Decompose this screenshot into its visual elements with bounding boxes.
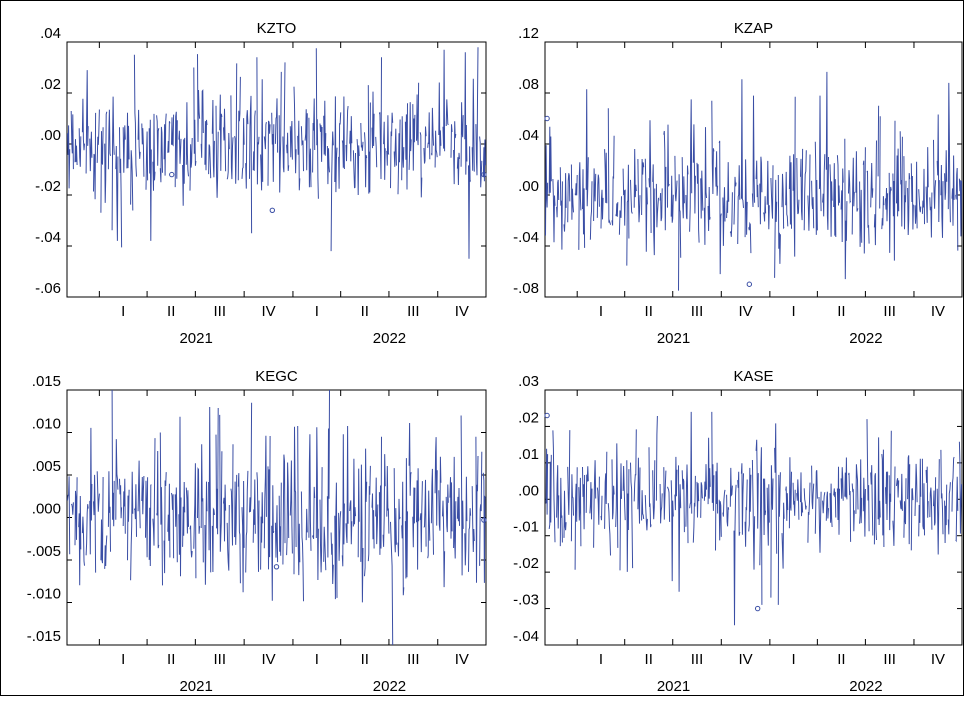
plot-frame (544, 389, 963, 646)
y-tick-label: -.01 (513, 519, 539, 536)
quarter-tick-label: III (213, 651, 226, 668)
quarter-tick-label: II (645, 651, 653, 668)
quarter-tick-label: I (315, 303, 319, 320)
y-tick-label: -.02 (513, 555, 539, 572)
quarter-tick-label: II (361, 651, 369, 668)
isolated-point (481, 171, 487, 178)
plot-frame (544, 41, 963, 298)
quarter-tick-label: IV (261, 303, 275, 320)
chart-title: KEGC (255, 368, 298, 385)
year-label: 2021 (657, 678, 690, 695)
quarter-tick-label: IV (931, 651, 945, 668)
chart-title: KZAP (734, 20, 773, 37)
y-tick-label: .08 (518, 76, 539, 93)
year-label: 2021 (657, 330, 690, 347)
quarter-tick-label: IV (455, 303, 469, 320)
y-tick-label: .12 (518, 25, 539, 42)
plot-frame (66, 41, 487, 298)
quarter-tick-label: II (837, 303, 845, 320)
y-tick-label: .010 (32, 416, 61, 433)
chart-panel-kzto: KZTO.04.02.00-.02-.04-.06I II III IV I II III I… (35, 20, 487, 347)
y-tick-label: -.010 (27, 586, 61, 603)
quarter-tick-label: III (691, 303, 704, 320)
quarter-tick-label: III (883, 651, 896, 668)
quarter-tick-label: I (599, 303, 603, 320)
quarter-tick-label: IV (455, 651, 469, 668)
isolated-point (169, 171, 175, 178)
isolated-point (269, 207, 276, 214)
y-tick-label: -.04 (513, 628, 539, 645)
quarter-tick-label: II (361, 303, 369, 320)
y-tick-label: -.015 (27, 628, 61, 645)
quarter-tick-label: III (213, 303, 226, 320)
y-tick-label: -.04 (35, 229, 61, 246)
quarter-tick-label: I (599, 651, 603, 668)
y-tick-label: .00 (518, 482, 539, 499)
quarter-tick-label: III (691, 651, 704, 668)
year-label: 2022 (849, 330, 882, 347)
series-line (545, 71, 962, 291)
chart-panel-kase: KASE.03.02.01.00-.01-.02-.03-.04I II III IV… (513, 368, 963, 695)
y-tick-label: -.02 (35, 178, 61, 195)
y-tick-label: .005 (32, 458, 61, 475)
y-tick-label: -.04 (513, 229, 539, 246)
chart-panel-kzap: KZAP.12.08.04.00-.04-.08I II III IV I II III IV… (513, 20, 963, 347)
quarter-tick-label: IV (261, 651, 275, 668)
isolated-point (544, 115, 550, 122)
quarter-tick-label: III (407, 303, 420, 320)
y-tick-label: .00 (518, 178, 539, 195)
isolated-point (746, 281, 753, 287)
isolated-point (273, 564, 280, 570)
y-tick-label: -.06 (35, 280, 61, 297)
quarter-tick-label: I (792, 651, 796, 668)
quarter-tick-label: II (167, 651, 175, 668)
chart-title: KASE (733, 368, 773, 385)
y-tick-label: -.08 (513, 280, 539, 297)
y-tick-label: .02 (40, 76, 61, 93)
quarter-tick-label: I (792, 303, 796, 320)
series-line (545, 411, 962, 626)
quarter-tick-label: III (883, 303, 896, 320)
quarter-tick-label: III (407, 651, 420, 668)
quarter-tick-label: IV (738, 651, 752, 668)
quarter-tick-label: I (121, 651, 125, 668)
y-tick-label: -.03 (513, 592, 539, 609)
y-tick-label: .03 (518, 373, 539, 390)
quarter-tick-label: I (121, 303, 125, 320)
quarter-tick-label: II (837, 651, 845, 668)
y-tick-label: -.005 (27, 543, 61, 560)
y-tick-label: .04 (518, 127, 539, 144)
y-tick-label: .01 (518, 446, 539, 463)
quarter-tick-label: I (315, 651, 319, 668)
series-line (67, 47, 486, 259)
chart-title: KZTO (257, 20, 297, 37)
year-label: 2022 (849, 678, 882, 695)
quarter-tick-label: IV (931, 303, 945, 320)
y-tick-label: .000 (32, 501, 61, 518)
year-label: 2022 (373, 678, 406, 695)
isolated-point (754, 605, 761, 612)
year-label: 2022 (373, 330, 406, 347)
y-tick-label: .015 (32, 373, 61, 390)
year-label: 2021 (179, 330, 212, 347)
isolated-point (481, 517, 487, 523)
y-tick-label: .04 (40, 25, 61, 42)
isolated-point (544, 412, 550, 419)
quarter-tick-label: II (167, 303, 175, 320)
quarter-tick-label: IV (738, 303, 752, 320)
year-label: 2021 (179, 678, 212, 695)
y-tick-label: .02 (518, 409, 539, 426)
quarter-tick-label: II (645, 303, 653, 320)
y-tick-label: .00 (40, 127, 61, 144)
series-line (67, 389, 486, 646)
